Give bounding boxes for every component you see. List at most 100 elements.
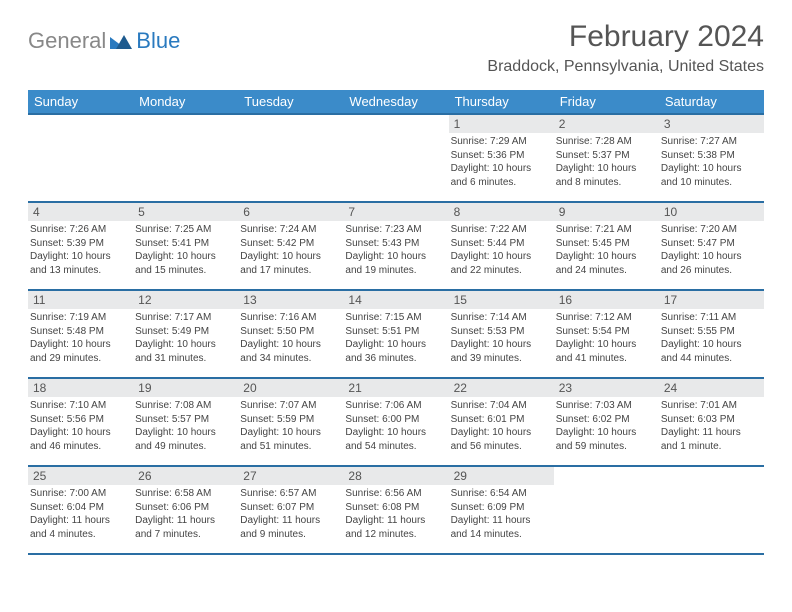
day-number: 2 — [554, 115, 659, 133]
sunset-text: Sunset: 5:55 PM — [661, 325, 762, 339]
day-number: 15 — [449, 291, 554, 309]
calendar-week-row: 4Sunrise: 7:26 AMSunset: 5:39 PMDaylight… — [28, 202, 764, 290]
day-number: 14 — [343, 291, 448, 309]
daylight-text-line2: and 22 minutes. — [451, 264, 552, 278]
day-number: 5 — [133, 203, 238, 221]
daylight-text-line2: and 29 minutes. — [30, 352, 131, 366]
day-details: Sunrise: 7:16 AMSunset: 5:50 PMDaylight:… — [238, 311, 343, 365]
day-details: Sunrise: 7:15 AMSunset: 5:51 PMDaylight:… — [343, 311, 448, 365]
daylight-text-line1: Daylight: 10 hours — [30, 338, 131, 352]
sunset-text: Sunset: 5:43 PM — [345, 237, 446, 251]
sunset-text: Sunset: 5:38 PM — [661, 149, 762, 163]
daylight-text-line2: and 14 minutes. — [451, 528, 552, 542]
sunset-text: Sunset: 5:39 PM — [30, 237, 131, 251]
sunset-text: Sunset: 5:41 PM — [135, 237, 236, 251]
daylight-text-line1: Daylight: 10 hours — [451, 426, 552, 440]
day-cell: 7Sunrise: 7:23 AMSunset: 5:43 PMDaylight… — [343, 202, 448, 290]
daylight-text-line2: and 13 minutes. — [30, 264, 131, 278]
daylight-text-line2: and 56 minutes. — [451, 440, 552, 454]
day-number: 1 — [449, 115, 554, 133]
daylight-text-line1: Daylight: 10 hours — [240, 426, 341, 440]
day-details: Sunrise: 7:26 AMSunset: 5:39 PMDaylight:… — [28, 223, 133, 277]
day-cell: 25 Sunrise: 7:00 AMSunset: 6:04 PMDayligh… — [28, 466, 133, 554]
daylight-text-line2: and 15 minutes. — [135, 264, 236, 278]
daylight-text-line2: and 17 minutes. — [240, 264, 341, 278]
sunset-text: Sunset: 5:53 PM — [451, 325, 552, 339]
sunset-text: Sunset: 5:48 PM — [30, 325, 131, 339]
sunrise-text: Sunrise: 7:06 AM — [345, 399, 446, 413]
daylight-text-line1: Daylight: 10 hours — [661, 338, 762, 352]
day-number: 25 — [28, 467, 133, 485]
day-details: Sunrise: 7:24 AMSunset: 5:42 PMDaylight:… — [238, 223, 343, 277]
sunrise-text: Sunrise: 7:15 AM — [345, 311, 446, 325]
daylight-text-line1: Daylight: 10 hours — [556, 162, 657, 176]
daylight-text-line1: Daylight: 11 hours — [240, 514, 341, 528]
sunset-text: Sunset: 5:50 PM — [240, 325, 341, 339]
daylight-text-line2: and 44 minutes. — [661, 352, 762, 366]
day-cell: 9Sunrise: 7:21 AMSunset: 5:45 PMDaylight… — [554, 202, 659, 290]
daylight-text-line2: and 12 minutes. — [345, 528, 446, 542]
sunrise-text: Sunrise: 6:57 AM — [240, 487, 341, 501]
day-details: Sunrise: 7:25 AMSunset: 5:41 PMDaylight:… — [133, 223, 238, 277]
sunrise-text: Sunrise: 6:56 AM — [345, 487, 446, 501]
sunrise-text: Sunrise: 7:20 AM — [661, 223, 762, 237]
daylight-text-line2: and 54 minutes. — [345, 440, 446, 454]
day-details: Sunrise: 7:19 AMSunset: 5:48 PMDaylight:… — [28, 311, 133, 365]
weekday-header: Saturday — [659, 90, 764, 114]
day-cell: 18Sunrise: 7:10 AMSunset: 5:56 PMDayligh… — [28, 378, 133, 466]
day-number: 6 — [238, 203, 343, 221]
day-cell: 5 Sunrise: 7:25 AMSunset: 5:41 PMDaylight… — [133, 202, 238, 290]
day-cell: 2 Sunrise: 7:28 AMSunset: 5:37 PMDaylight… — [554, 114, 659, 202]
daylight-text-line2: and 36 minutes. — [345, 352, 446, 366]
day-cell: 1 Sunrise: 7:29 AMSunset: 5:36 PMDaylight… — [449, 114, 554, 202]
day-number: 11 — [28, 291, 133, 309]
daylight-text-line2: and 7 minutes. — [135, 528, 236, 542]
day-details: Sunrise: 7:21 AMSunset: 5:45 PMDaylight:… — [554, 223, 659, 277]
day-number: 27 — [238, 467, 343, 485]
sunrise-text: Sunrise: 7:12 AM — [556, 311, 657, 325]
daylight-text-line1: Daylight: 11 hours — [345, 514, 446, 528]
sunrise-text: Sunrise: 7:14 AM — [451, 311, 552, 325]
day-cell: 6 Sunrise: 7:24 AMSunset: 5:42 PMDaylight… — [238, 202, 343, 290]
daylight-text-line1: Daylight: 10 hours — [240, 250, 341, 264]
daylight-text-line1: Daylight: 11 hours — [661, 426, 762, 440]
sunset-text: Sunset: 5:54 PM — [556, 325, 657, 339]
day-details: Sunrise: 7:00 AMSunset: 6:04 PMDaylight:… — [28, 487, 133, 541]
sunset-text: Sunset: 5:37 PM — [556, 149, 657, 163]
calendar-body: 1 Sunrise: 7:29 AMSunset: 5:36 PMDaylight… — [28, 114, 764, 554]
day-details: Sunrise: 7:08 AMSunset: 5:57 PMDaylight:… — [133, 399, 238, 453]
sunset-text: Sunset: 5:57 PM — [135, 413, 236, 427]
daylight-text-line1: Daylight: 10 hours — [451, 162, 552, 176]
daylight-text-line2: and 1 minute. — [661, 440, 762, 454]
calendar-week-row: 25 Sunrise: 7:00 AMSunset: 6:04 PMDayligh… — [28, 466, 764, 554]
sunrise-text: Sunrise: 7:23 AM — [345, 223, 446, 237]
calendar-table: Sunday Monday Tuesday Wednesday Thursday… — [28, 90, 764, 555]
day-details: Sunrise: 7:12 AMSunset: 5:54 PMDaylight:… — [554, 311, 659, 365]
day-details: Sunrise: 7:17 AMSunset: 5:49 PMDaylight:… — [133, 311, 238, 365]
title-block: February 2024 Braddock, Pennsylvania, Un… — [487, 20, 764, 76]
calendar-header-row: Sunday Monday Tuesday Wednesday Thursday… — [28, 90, 764, 114]
month-title: February 2024 — [487, 20, 764, 54]
day-cell: 4Sunrise: 7:26 AMSunset: 5:39 PMDaylight… — [28, 202, 133, 290]
daylight-text-line1: Daylight: 10 hours — [345, 250, 446, 264]
day-details: Sunrise: 7:11 AMSunset: 5:55 PMDaylight:… — [659, 311, 764, 365]
daylight-text-line1: Daylight: 10 hours — [240, 338, 341, 352]
day-details: Sunrise: 7:29 AMSunset: 5:36 PMDaylight:… — [449, 135, 554, 189]
daylight-text-line2: and 41 minutes. — [556, 352, 657, 366]
weekday-header: Tuesday — [238, 90, 343, 114]
sunset-text: Sunset: 5:59 PM — [240, 413, 341, 427]
day-cell: 11 Sunrise: 7:19 AMSunset: 5:48 PMDayligh… — [28, 290, 133, 378]
daylight-text-line2: and 10 minutes. — [661, 176, 762, 190]
sunrise-text: Sunrise: 7:24 AM — [240, 223, 341, 237]
day-number: 18 — [28, 379, 133, 397]
sunset-text: Sunset: 6:08 PM — [345, 501, 446, 515]
day-details: Sunrise: 7:28 AMSunset: 5:37 PMDaylight:… — [554, 135, 659, 189]
day-cell: 19Sunrise: 7:08 AMSunset: 5:57 PMDayligh… — [133, 378, 238, 466]
empty-day-cell — [133, 114, 238, 202]
day-number: 28 — [343, 467, 448, 485]
sunset-text: Sunset: 6:03 PM — [661, 413, 762, 427]
day-details: Sunrise: 6:57 AMSunset: 6:07 PMDaylight:… — [238, 487, 343, 541]
sunset-text: Sunset: 6:04 PM — [30, 501, 131, 515]
daylight-text-line2: and 51 minutes. — [240, 440, 341, 454]
daylight-text-line1: Daylight: 10 hours — [556, 338, 657, 352]
